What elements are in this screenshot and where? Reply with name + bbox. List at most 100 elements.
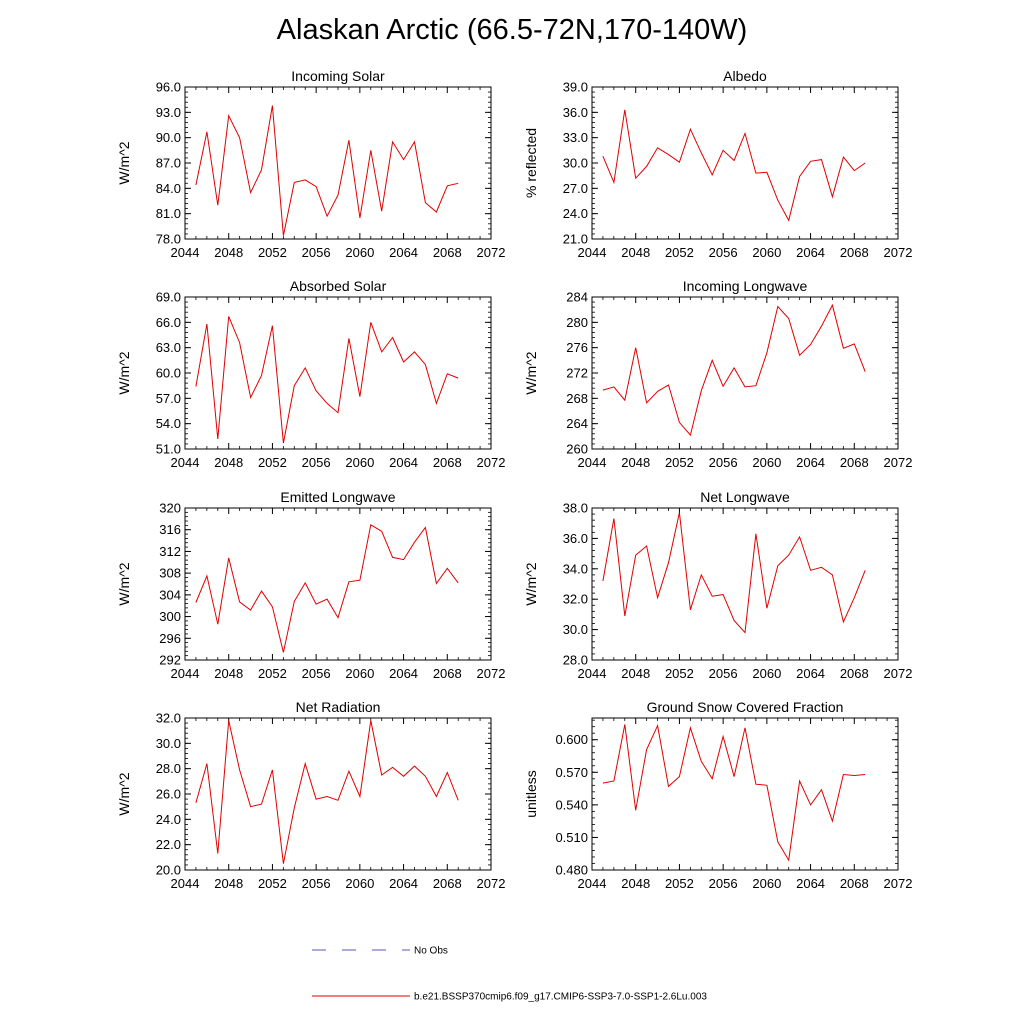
y-tick-label: 296: [159, 631, 181, 646]
plot-frame: [591, 717, 899, 871]
x-tick-label: 2056: [709, 666, 738, 681]
x-tick-label: 2072: [884, 666, 913, 681]
series-line: [602, 512, 866, 634]
x-tick-label: 2052: [665, 455, 694, 470]
y-tick-label: 260: [566, 442, 588, 457]
y-tick-label: 21.0: [563, 232, 588, 247]
chart-title: Incoming Solar: [291, 68, 385, 84]
y-tick-label: 20.0: [156, 863, 181, 878]
y-tick-label: 34.0: [563, 561, 588, 576]
series-line: [195, 316, 459, 444]
x-tick-label: 2044: [171, 455, 200, 470]
x-tick-label: 2044: [578, 455, 607, 470]
x-tick-label: 2064: [389, 876, 418, 891]
x-tick-label: 2044: [171, 876, 200, 891]
plot-frame: [184, 296, 492, 450]
x-tick-label: 2048: [214, 455, 243, 470]
x-tick-label: 2048: [621, 245, 650, 260]
x-tick-label: 2056: [302, 455, 331, 470]
x-tick-label: 2048: [621, 666, 650, 681]
chart-panel: Net Radiation W/m^2 2044 2048 2052 2056 2060 20…: [116, 699, 505, 891]
x-tick-label: 2068: [840, 666, 869, 681]
x-tick-label: 2044: [578, 666, 607, 681]
x-tick-label: 2048: [214, 245, 243, 260]
plot-frame: [591, 296, 899, 450]
y-tick-label: 36.0: [563, 105, 588, 120]
y-axis-label: W/m^2: [523, 351, 539, 394]
y-tick-label: 39.0: [563, 80, 588, 95]
x-tick-label: 2060: [345, 455, 374, 470]
x-tick-label: 2068: [433, 455, 462, 470]
y-axis-label: W/m^2: [116, 772, 132, 815]
x-tick-label: 2048: [214, 666, 243, 681]
x-tick-label: 2060: [752, 245, 781, 260]
y-tick-label: 0.480: [555, 863, 588, 878]
y-tick-label: 69.0: [156, 290, 181, 305]
y-tick-label: 63.0: [156, 340, 181, 355]
y-tick-label: 28.0: [156, 761, 181, 776]
x-tick-label: 2056: [709, 876, 738, 891]
y-axis-label: W/m^2: [523, 562, 539, 605]
y-tick-label: 87.0: [156, 156, 181, 171]
x-tick-label: 2056: [709, 455, 738, 470]
y-tick-label: 0.600: [555, 732, 588, 747]
chart-panel: Incoming Longwave W/m^2 2044 2048 2052 2056 20…: [523, 278, 912, 470]
y-axis-label: W/m^2: [116, 141, 132, 184]
x-tick-label: 2060: [345, 245, 374, 260]
y-tick-label: 24.0: [563, 206, 588, 221]
y-tick-label: 30.0: [563, 156, 588, 171]
x-tick-label: 2068: [840, 455, 869, 470]
x-tick-label: 2068: [433, 876, 462, 891]
x-tick-label: 2056: [709, 245, 738, 260]
x-tick-label: 2052: [665, 876, 694, 891]
x-tick-label: 2060: [752, 666, 781, 681]
y-tick-label: 60.0: [156, 366, 181, 381]
y-tick-label: 30.0: [156, 736, 181, 751]
plot-frame: [184, 507, 492, 661]
plot-frame: [591, 507, 899, 661]
series-line: [602, 109, 866, 222]
y-tick-label: 33.0: [563, 130, 588, 145]
y-tick-label: 312: [159, 544, 181, 559]
y-tick-label: 27.0: [563, 181, 588, 196]
x-tick-label: 2052: [258, 245, 287, 260]
chart-panel: Absorbed Solar W/m^2 2044 2048 2052 2056 2060 2…: [116, 278, 505, 470]
y-tick-label: 22.0: [156, 837, 181, 852]
y-axis-label: unitless: [523, 770, 539, 817]
x-tick-label: 2060: [752, 455, 781, 470]
plot-frame: [591, 86, 899, 240]
x-tick-label: 2064: [796, 876, 825, 891]
y-axis-label: W/m^2: [116, 351, 132, 394]
x-tick-label: 2072: [884, 245, 913, 260]
x-tick-label: 2072: [477, 876, 506, 891]
y-axis-label: W/m^2: [116, 562, 132, 605]
chart-title: Net Longwave: [700, 489, 790, 505]
plot-frame: [184, 717, 492, 871]
x-tick-label: 2064: [796, 666, 825, 681]
series-line: [602, 303, 866, 437]
series-line: [602, 723, 866, 862]
x-tick-label: 2064: [796, 245, 825, 260]
x-tick-label: 2072: [477, 455, 506, 470]
plot-frame: [184, 86, 492, 240]
chart-title: Incoming Longwave: [683, 278, 808, 294]
y-tick-label: 81.0: [156, 206, 181, 221]
y-tick-label: 90.0: [156, 130, 181, 145]
y-tick-label: 51.0: [156, 442, 181, 457]
y-tick-label: 54.0: [156, 416, 181, 431]
y-tick-label: 0.540: [555, 797, 588, 812]
x-tick-label: 2048: [214, 876, 243, 891]
chart-panel: Net Longwave W/m^2 2044 2048 2052 2056 2060 206…: [523, 489, 912, 681]
figure-title: Alaskan Arctic (66.5-72N,170-140W): [276, 14, 748, 46]
x-tick-label: 2044: [171, 245, 200, 260]
y-tick-label: 84.0: [156, 181, 181, 196]
x-tick-label: 2068: [840, 876, 869, 891]
chart-title: Absorbed Solar: [290, 278, 387, 294]
chart-panel: Albedo % reflected 2044 2048 2052 2056 2060 206…: [523, 68, 912, 260]
chart-panel: Ground Snow Covered Fraction unitless 2044…: [523, 699, 912, 891]
y-tick-label: 28.0: [563, 653, 588, 668]
y-tick-label: 30.0: [563, 622, 588, 637]
x-tick-label: 2044: [578, 245, 607, 260]
x-tick-label: 2052: [258, 666, 287, 681]
y-tick-label: 304: [159, 587, 181, 602]
